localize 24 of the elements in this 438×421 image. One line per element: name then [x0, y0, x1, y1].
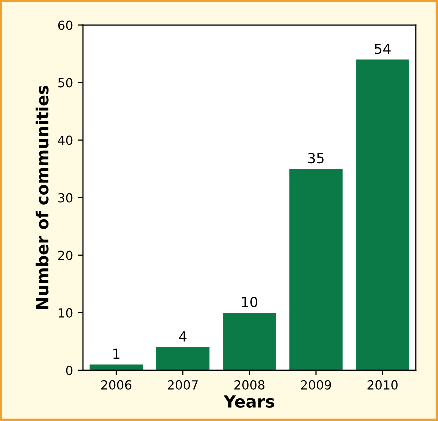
bar — [290, 169, 343, 370]
bar — [223, 312, 276, 370]
bar — [156, 347, 210, 370]
x-tick-label: 2010 — [368, 380, 398, 390]
y-tick-label: 30 — [58, 193, 73, 203]
y-tick-label: 40 — [58, 136, 73, 146]
bar — [90, 364, 144, 370]
data-label: 4 — [179, 332, 187, 342]
x-tick-label: 2006 — [102, 380, 132, 390]
y-tick-label: 0 — [66, 366, 73, 376]
y-tick-label: 60 — [58, 20, 73, 30]
x-tick-label: 2007 — [168, 380, 198, 390]
y-tick-label: 20 — [58, 250, 73, 260]
data-label: 10 — [242, 296, 258, 308]
y-tick-label: 50 — [58, 78, 73, 88]
y-tick-label: 10 — [58, 308, 73, 318]
data-label: 35 — [308, 153, 324, 164]
y-axis-title: Number of communities — [36, 86, 49, 310]
x-tick-label: 2008 — [234, 380, 265, 390]
data-label: 54 — [375, 44, 391, 54]
x-axis-title: Years — [224, 396, 274, 408]
bar — [356, 60, 410, 370]
data-label: 1 — [114, 348, 120, 360]
x-tick-label: 2009 — [301, 380, 332, 390]
